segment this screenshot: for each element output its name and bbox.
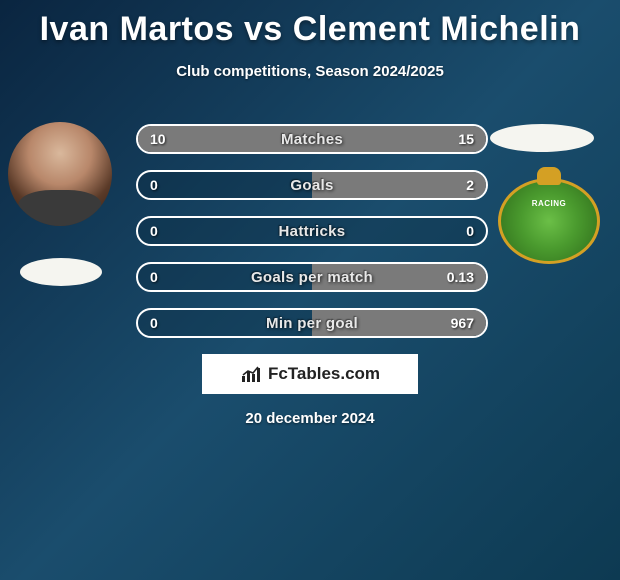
stat-value-right: 0 <box>466 218 474 244</box>
stat-value-right: 2 <box>466 172 474 198</box>
brand-logo[interactable]: FcTables.com <box>202 354 418 394</box>
chart-icon <box>240 365 262 383</box>
stat-row: 0 Hattricks 0 <box>136 216 488 246</box>
stat-label: Goals per match <box>138 264 486 290</box>
stats-container: 10 Matches 15 0 Goals 2 0 Hattricks 0 0 … <box>136 124 488 354</box>
stat-label: Hattricks <box>138 218 486 244</box>
stat-label: Min per goal <box>138 310 486 336</box>
subtitle: Club competitions, Season 2024/2025 <box>0 63 620 80</box>
page-title: Ivan Martos vs Clement Michelin <box>0 0 620 49</box>
player-right-club-ellipse <box>490 124 594 152</box>
player-right-club-badge <box>498 178 600 264</box>
stat-row: 0 Goals 2 <box>136 170 488 200</box>
date-text: 20 december 2024 <box>0 410 620 427</box>
stat-label: Goals <box>138 172 486 198</box>
player-left-club-badge <box>20 258 102 286</box>
stat-row: 10 Matches 15 <box>136 124 488 154</box>
player-left-avatar <box>8 122 112 226</box>
stat-value-right: 967 <box>451 310 474 336</box>
stat-row: 0 Goals per match 0.13 <box>136 262 488 292</box>
stat-label: Matches <box>138 126 486 152</box>
stat-value-right: 15 <box>458 126 474 152</box>
stat-value-right: 0.13 <box>447 264 474 290</box>
brand-text: FcTables.com <box>268 364 380 384</box>
stat-row: 0 Min per goal 967 <box>136 308 488 338</box>
